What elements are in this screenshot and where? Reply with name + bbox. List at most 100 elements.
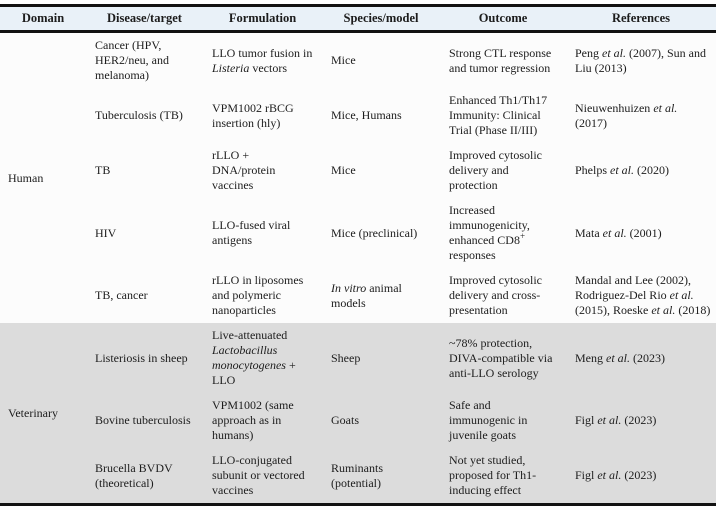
italic-text: et al. — [653, 100, 678, 115]
text-segment: Bovine tuberculosis — [95, 413, 191, 427]
cell-outcome: Strong CTL response and tumor regression — [440, 31, 566, 88]
paper-table-figure: Domain Disease/target Formulation Specie… — [0, 4, 716, 506]
text-segment: animal models — [331, 280, 402, 310]
text-segment: Not yet studied, proposed for Th1-induci… — [449, 453, 537, 497]
cell-disease: Cancer (HPV, HER2/neu, and melanoma) — [86, 31, 203, 88]
cell-formulation: LLO tumor fusion in Listeria vectors — [203, 31, 322, 88]
text-segment: Tuberculosis (TB) — [95, 108, 183, 122]
cell-species: Mice — [322, 31, 440, 88]
italic-text: et al. — [597, 413, 622, 427]
cell-species: Mice (preclinical) — [322, 198, 440, 268]
italic-text: et al. — [669, 288, 694, 302]
col-header-disease-target: Disease/target — [86, 5, 203, 33]
text-segment: LLO tumor fusion in — [212, 45, 313, 60]
cell-formulation: VPM1002 (same approach as in humans) — [203, 393, 322, 448]
cell-formulation: VPM1002 rBCG insertion (hly) — [203, 88, 322, 143]
cell-references: Peng et al. (2007), Sun and Liu (2013) — [566, 31, 716, 88]
text-segment: + LLO — [212, 358, 296, 387]
table-body: Human Cancer (HPV, HER2/neu, and melanoma… — [0, 31, 716, 505]
domain-cell-human: Human — [0, 31, 86, 323]
italic-text: In vitro — [331, 280, 367, 295]
text-segment: Figl — [575, 468, 598, 482]
domain-cell-veterinary: Veterinary — [0, 323, 86, 505]
text-segment: (2023) — [621, 413, 657, 427]
col-header-references: References — [566, 5, 716, 33]
text-segment: TB, cancer — [95, 288, 148, 302]
cell-references: Figl et al. (2023) — [566, 448, 716, 505]
cell-species: Goats — [322, 393, 440, 448]
text-segment: TB — [95, 163, 111, 177]
cell-outcome: Improved cytosolic delivery and cross-pr… — [440, 268, 566, 323]
cell-references: Meng et al. (2023) — [566, 323, 716, 393]
cell-outcome: Not yet studied, proposed for Th1-induci… — [440, 448, 566, 505]
text-segment: Mice, Humans — [331, 108, 402, 122]
text-segment: Safe and immunogenic in juvenile goats — [449, 398, 528, 442]
cell-species: Mice, Humans — [322, 88, 440, 143]
cell-disease: Bovine tuberculosis — [86, 393, 203, 448]
text-segment: responses — [449, 248, 496, 262]
text-segment: Brucella BVDV (theoretical) — [95, 460, 173, 490]
italic-text: et al. — [606, 350, 630, 365]
cell-references: Mata et al. (2001) — [566, 198, 716, 268]
col-header-domain: Domain — [0, 5, 86, 33]
cell-disease: Listeriosis in sheep — [86, 323, 203, 393]
italic-text: Lactobacillus monocytogenes — [212, 343, 286, 372]
text-segment: Increased immunogenicity, enhanced CD8 — [449, 203, 530, 247]
cell-formulation: LLO-fused viral antigens — [203, 198, 322, 268]
text-segment: VPM1002 rBCG insertion (hly) — [212, 100, 294, 130]
text-segment: Mice — [331, 163, 356, 177]
text-segment: Improved cytosolic delivery and cross-pr… — [449, 273, 542, 317]
cell-references: Phelps et al. (2020) — [566, 143, 716, 198]
cell-formulation: rLLO in liposomes and polymeric nanopart… — [203, 268, 322, 323]
text-segment: Cancer (HPV, HER2/neu, and melanoma) — [95, 38, 169, 82]
cell-species: Ruminants (potential) — [322, 448, 440, 505]
cell-references: Nieuwenhuizen et al. (2017) — [566, 88, 716, 143]
italic-text: Listeria — [212, 60, 250, 75]
cell-formulation: Live-attenuated Lactobacillus monocytoge… — [203, 323, 322, 393]
cell-disease: TB — [86, 143, 203, 198]
text-segment: (2001) — [626, 225, 662, 240]
text-segment: (2023) — [630, 350, 665, 365]
text-segment: HIV — [95, 225, 117, 240]
text-segment: (2018) — [675, 303, 711, 317]
table-row: HIV LLO-fused viral antigens Mice (preclin… — [0, 198, 716, 268]
cell-species: In vitro animal models — [322, 268, 440, 323]
table-row: TB, cancer rLLO in liposomes and polymeri… — [0, 268, 716, 323]
cell-disease: Brucella BVDV (theoretical) — [86, 448, 203, 505]
table-row: TB rLLO + DNA/protein vaccines Mice Improve… — [0, 143, 716, 198]
cell-outcome: Improved cytosolic delivery and protecti… — [440, 143, 566, 198]
text-segment: Mandal and Lee (2002), Rodriguez-Del Rio — [575, 273, 691, 302]
text-segment: Goats — [331, 413, 359, 427]
text-segment: Improved cytosolic delivery and protecti… — [449, 148, 542, 192]
col-header-species-model: Species/model — [322, 5, 440, 33]
text-segment: (2017) — [575, 115, 607, 130]
table-row: Tuberculosis (TB) VPM1002 rBCG insertion … — [0, 88, 716, 143]
text-segment: Figl — [575, 413, 598, 427]
text-segment: VPM1002 (same approach as in humans) — [212, 398, 294, 442]
cell-references: Figl et al. (2023) — [566, 393, 716, 448]
italic-text: et al. — [610, 163, 635, 177]
text-segment: (2020) — [634, 163, 670, 177]
table-row: Human Cancer (HPV, HER2/neu, and melanoma… — [0, 31, 716, 323]
text-segment: ~78% protection, DIVA-compatible via ant… — [449, 335, 553, 380]
text-segment: Mice (preclinical) — [331, 225, 418, 240]
cell-species: Sheep — [322, 323, 440, 393]
text-segment: Strong CTL response and tumor regression — [449, 45, 552, 75]
italic-text: et al. — [597, 468, 622, 482]
cell-species: Mice — [322, 143, 440, 198]
table-header: Domain Disease/target Formulation Specie… — [0, 5, 716, 33]
cell-references: Mandal and Lee (2002), Rodriguez-Del Rio… — [566, 268, 716, 323]
text-segment: Nieuwenhuizen — [575, 100, 654, 115]
text-segment: vectors — [249, 60, 287, 75]
cell-outcome: Increased immunogenicity, enhanced CD8+ … — [440, 198, 566, 268]
text-segment: rLLO in liposomes and polymeric nanopart… — [212, 273, 304, 317]
text-segment: Peng — [575, 45, 602, 60]
cell-formulation: LLO-conjugated subunit or vectored vacci… — [203, 448, 322, 505]
text-segment: (2023) — [621, 468, 657, 482]
text-segment: rLLO + DNA/protein vaccines — [212, 148, 276, 192]
text-segment: Meng — [575, 350, 606, 365]
italic-text: et al. — [651, 303, 676, 317]
llo-vaccine-table: Domain Disease/target Formulation Specie… — [0, 4, 716, 506]
text-segment: LLO-conjugated subunit or vectored vacci… — [212, 453, 305, 497]
text-segment: Mice — [331, 53, 356, 67]
